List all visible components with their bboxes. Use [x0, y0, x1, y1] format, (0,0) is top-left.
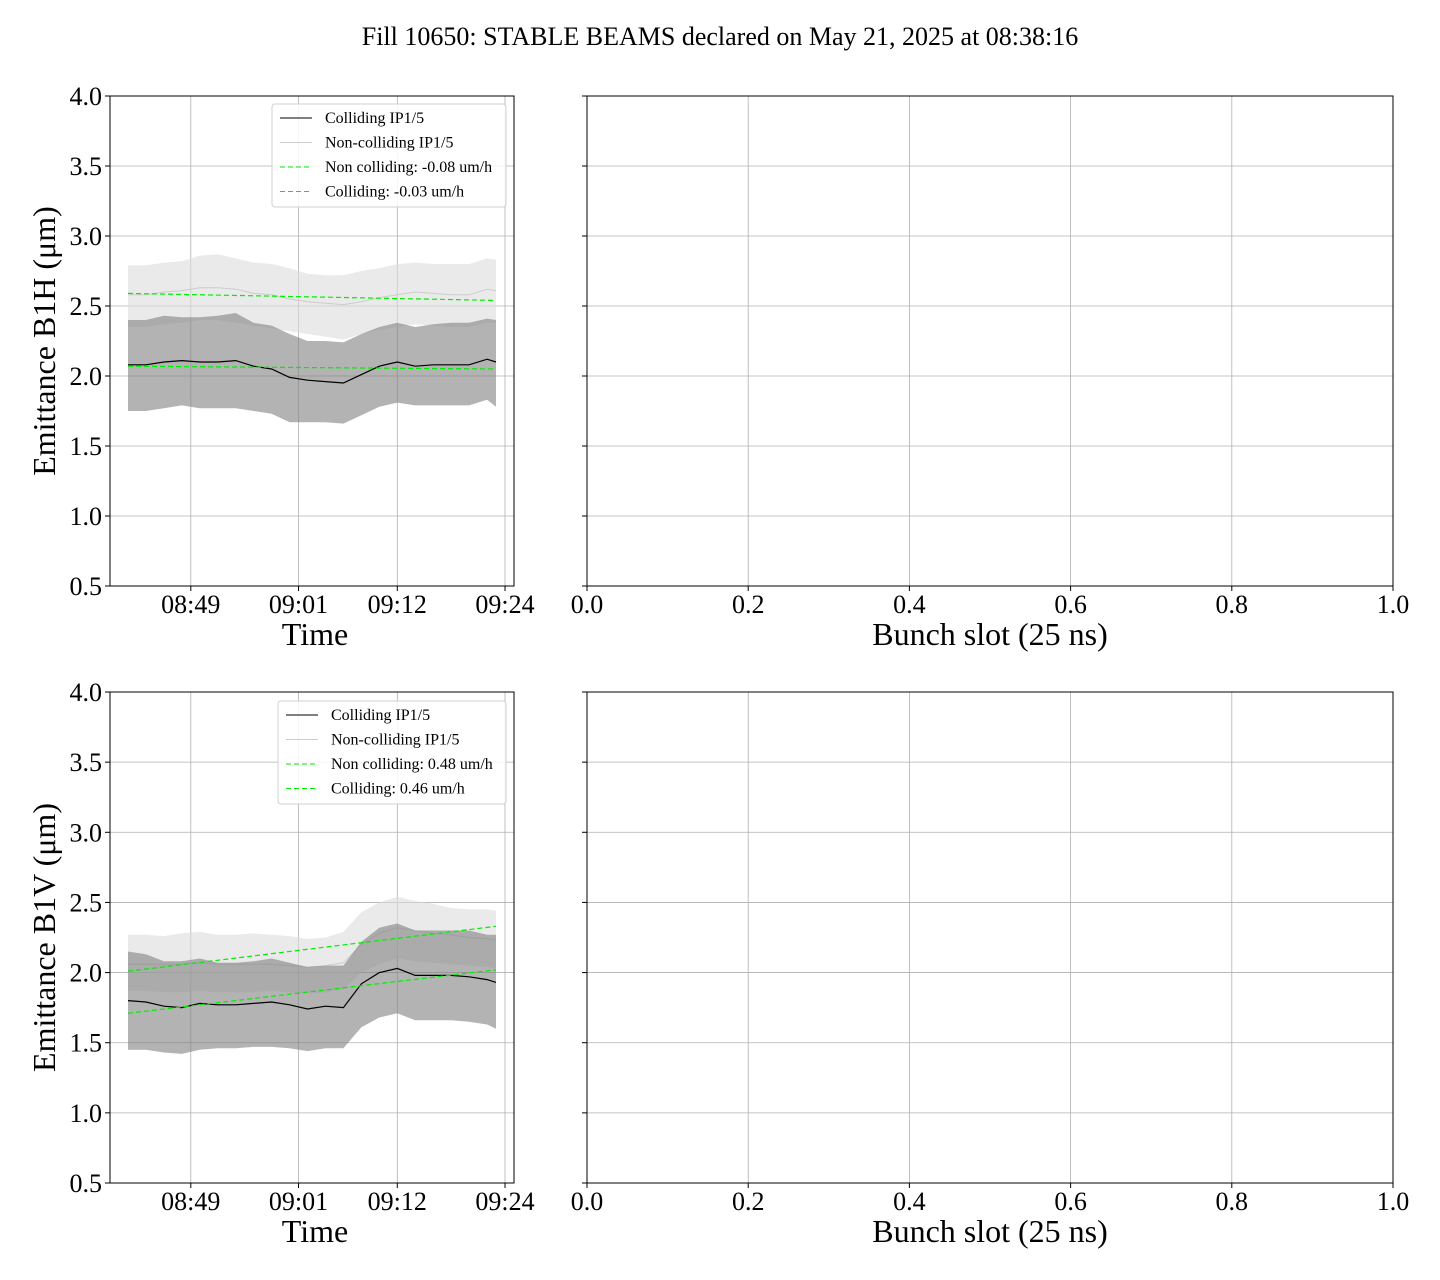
figure-title: Fill 10650: STABLE BEAMS declared on May…	[362, 22, 1079, 51]
band-colliding-ip1-5	[128, 923, 496, 1054]
x-tick-label: 09:12	[368, 590, 427, 619]
axes-frame	[109, 95, 515, 587]
x-axis-label: Time	[282, 616, 348, 652]
x-tick-label: 0.6	[1054, 590, 1087, 619]
x-axis-label: Bunch slot (25 ns)	[872, 1213, 1108, 1249]
x-tick-label: 0.4	[893, 590, 926, 619]
series-line-colliding-0-46-um-h	[127, 969, 497, 1014]
y-tick-label: 2.0	[70, 959, 103, 988]
legend-entry: Colliding IP1/5	[331, 707, 430, 724]
axes-frame	[109, 691, 515, 1184]
y-tick-label: 2.0	[70, 362, 103, 391]
x-tick-label: 0.6	[1054, 1187, 1087, 1216]
series-line-colliding-ip1-5	[127, 967, 497, 1010]
series-group	[127, 896, 497, 1054]
legend: Colliding IP1/5 Non-colliding IP1/5 Non co…	[277, 700, 507, 805]
legend-entry: Colliding IP1/5	[325, 110, 424, 127]
x-axis-label: Bunch slot (25 ns)	[872, 616, 1108, 652]
y-tick-label: 1.5	[70, 1029, 103, 1058]
x-tick-label: 0.4	[893, 1187, 926, 1216]
band-colliding-ip1-5	[128, 313, 496, 424]
x-tick-label: 0.8	[1216, 1187, 1249, 1216]
y-tick-label: 0.5	[70, 572, 103, 601]
y-tick-label: 3.5	[70, 152, 103, 181]
series-group	[127, 254, 497, 424]
x-tick-label: 09:24	[475, 1187, 534, 1216]
y-tick-label: 1.5	[70, 432, 103, 461]
panel-bottom-right: 0.0 0.2 0.4 0.6 0.8 1.0 Bunch slot (25 ns)	[571, 691, 1410, 1249]
series-line-colliding-ip1-5	[128, 358, 497, 384]
y-axis-label: Emittance B1H (μm)	[26, 206, 62, 476]
legend-entry: Non colliding: 0.48 um/h	[331, 756, 493, 773]
legend: Colliding IP1/5 Non-colliding IP1/5 Non co…	[271, 103, 507, 208]
y-tick-label: 1.0	[70, 502, 103, 531]
panel-bottom-left: 0.5 1.0 1.5 2.0 2.5 3.0 3.5 4.0 08:49 09:01 09:12 0…	[26, 678, 535, 1249]
x-tick-label: 0.0	[571, 590, 604, 619]
x-tick-label: 0.0	[571, 1187, 604, 1216]
series-line-colliding-0-03-um-h	[127, 365, 497, 370]
series-line-non-colliding-0-48-um-h	[127, 925, 497, 972]
series-line-non-colliding-ip1-5	[128, 287, 497, 306]
axes-frame	[586, 95, 1394, 587]
y-tick-label: 0.5	[70, 1169, 103, 1198]
x-tick-label: 1.0	[1377, 1187, 1410, 1216]
y-tick-label: 3.5	[70, 748, 103, 777]
y-tick-label: 4.0	[70, 678, 103, 707]
y-tick-label: 3.0	[70, 818, 103, 847]
legend-frame	[277, 700, 507, 805]
panels-group: 0.5 1.0 1.5 2.0 2.5 3.0 3.5 4.0 08:49 09:01 09:12 0…	[26, 82, 1409, 1249]
x-tick-label: 0.2	[732, 590, 765, 619]
x-tick-label: 09:01	[269, 590, 328, 619]
legend-entry: Colliding: 0.46 um/h	[331, 781, 465, 798]
x-tick-label: 0.8	[1216, 590, 1249, 619]
x-tick-label: 08:49	[161, 590, 220, 619]
legend-entry: Non-colliding IP1/5	[331, 732, 459, 749]
y-tick-label: 4.0	[70, 82, 103, 111]
legend-entry: Non-colliding IP1/5	[325, 135, 453, 152]
x-tick-label: 1.0	[1377, 590, 1410, 619]
y-axis-label: Emittance B1V (μm)	[26, 803, 62, 1072]
y-tick-label: 1.0	[70, 1099, 103, 1128]
panel-top-left: 0.5 1.0 1.5 2.0 2.5 3.0 3.5 4.0 08:49 09:01 09:12 0…	[26, 82, 535, 652]
y-tick-label: 2.5	[70, 888, 103, 917]
legend-entry: Colliding: -0.03 um/h	[325, 184, 464, 201]
x-tick-label: 09:01	[269, 1187, 328, 1216]
series-line-non-colliding-0-08-um-h	[127, 292, 497, 301]
y-tick-label: 3.0	[70, 222, 103, 251]
legend-entry: Non colliding: -0.08 um/h	[325, 159, 492, 176]
x-tick-label: 08:49	[161, 1187, 220, 1216]
panel-top-right: 0.0 0.2 0.4 0.6 0.8 1.0 Bunch slot (25 ns)	[571, 95, 1410, 652]
axes-frame	[586, 691, 1394, 1184]
legend-frame	[271, 103, 507, 208]
x-tick-label: 0.2	[732, 1187, 765, 1216]
x-axis-label: Time	[282, 1213, 348, 1249]
x-tick-label: 09:12	[368, 1187, 427, 1216]
y-tick-label: 2.5	[70, 292, 103, 321]
x-tick-label: 09:24	[475, 590, 534, 619]
